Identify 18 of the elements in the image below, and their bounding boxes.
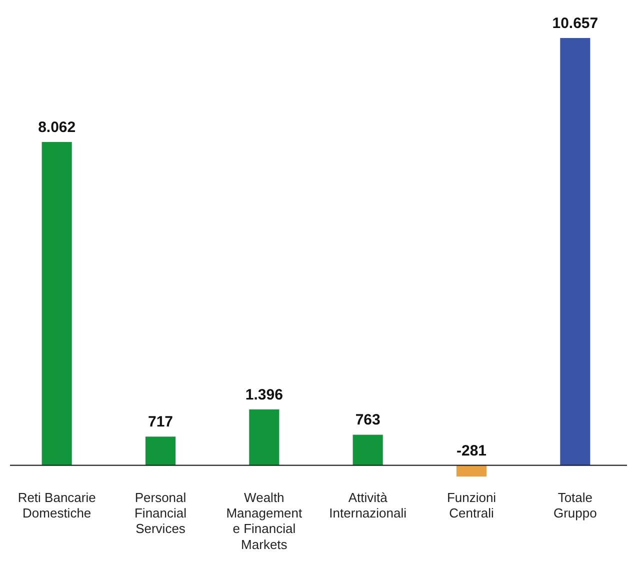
data-label: 8.062	[38, 119, 76, 136]
x-tick-label: Personal Financial Services	[134, 490, 187, 536]
data-label: 10.657	[552, 15, 598, 32]
bar	[560, 38, 590, 466]
x-tick-label: Funzioni Centrali	[446, 490, 496, 521]
x-tick-label: Reti Bancarie Domestiche	[18, 490, 96, 521]
data-label: 763	[355, 412, 380, 429]
bar	[42, 142, 72, 466]
data-label: 717	[148, 414, 174, 431]
x-tick-label: Totale Gruppo	[553, 490, 597, 521]
data-label: -281	[456, 442, 487, 460]
bar	[145, 436, 176, 466]
bar	[352, 434, 383, 466]
bar	[456, 465, 487, 477]
data-label: 1.396	[245, 386, 283, 404]
x-tick-label: Wealth Management e Financial Markets	[226, 490, 302, 552]
x-tick-label: Attività Internazionali	[329, 490, 407, 521]
bar	[249, 409, 280, 466]
